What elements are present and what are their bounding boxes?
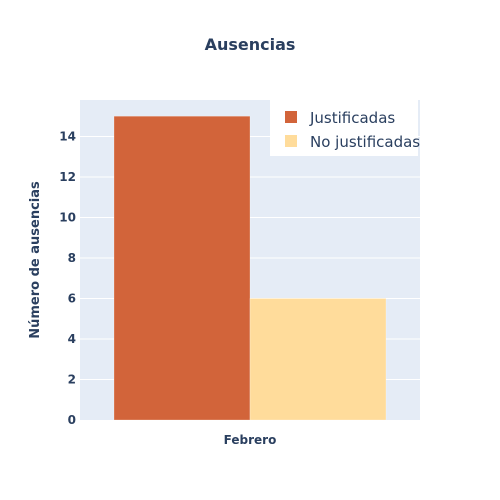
- y-tick-label: 14: [59, 129, 76, 143]
- chart-title: Ausencias: [205, 35, 296, 54]
- y-axis-ticks: 0 2 4 6 8 10 12 14: [59, 129, 76, 427]
- bar-justificadas-febrero[interactable]: [113, 115, 251, 421]
- y-tick-label: 10: [59, 210, 76, 224]
- y-axis-title: Número de ausencias: [28, 181, 43, 339]
- legend-swatch: [285, 135, 297, 147]
- y-tick-label: 12: [59, 170, 76, 184]
- y-tick-label: 4: [68, 332, 76, 346]
- legend-swatch: [285, 111, 297, 123]
- legend[interactable]: Justificadas No justificadas: [270, 100, 420, 156]
- x-axis-ticks: Febrero: [224, 433, 277, 447]
- bar-no-justificadas-febrero[interactable]: [249, 298, 387, 421]
- y-tick-label: 6: [68, 291, 76, 305]
- y-tick-label: 2: [68, 372, 76, 386]
- bars: [113, 115, 387, 421]
- x-tick-label: Febrero: [224, 433, 277, 447]
- legend-item-no-justificadas[interactable]: No justificadas: [285, 133, 420, 151]
- y-tick-label: 0: [68, 413, 76, 427]
- legend-label: No justificadas: [310, 133, 420, 151]
- y-tick-label: 8: [68, 251, 76, 265]
- legend-label: Justificadas: [309, 109, 395, 127]
- legend-item-justificadas[interactable]: Justificadas: [285, 109, 395, 127]
